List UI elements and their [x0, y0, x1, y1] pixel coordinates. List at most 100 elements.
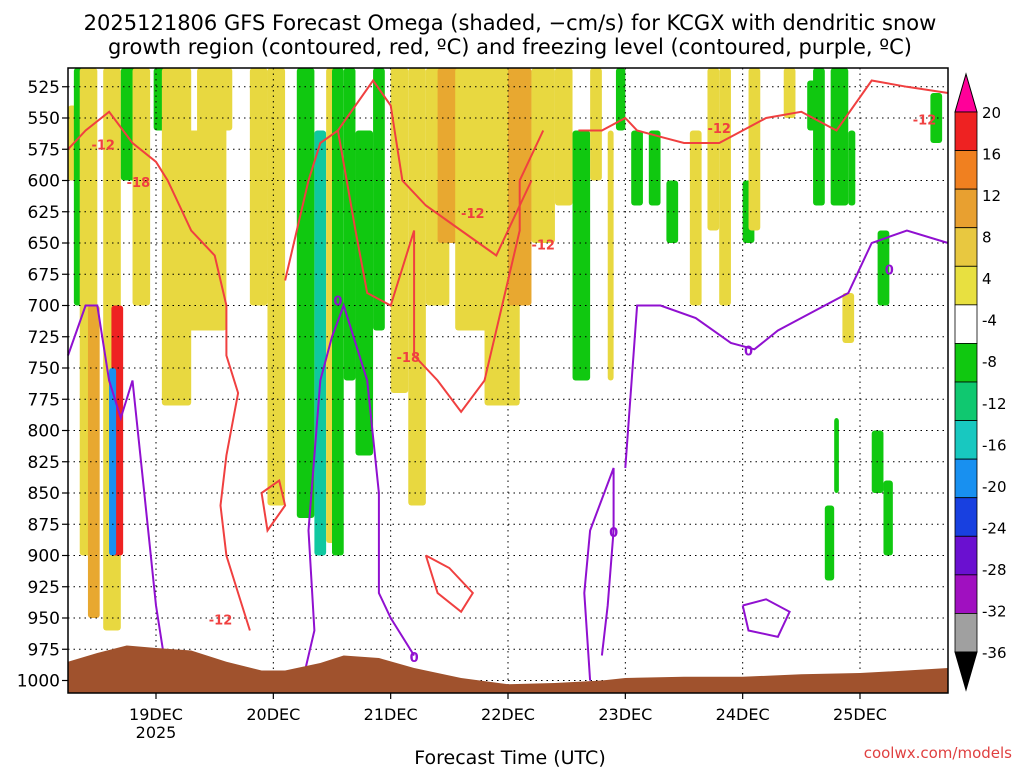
- colorbar-label: 8: [982, 229, 992, 247]
- y-tick-label: 900: [28, 547, 60, 567]
- contour-layer: -12 -18 -12 -18 -12 -12 -12 -12 0 0 0 0 0: [67, 78, 949, 681]
- colorbar-extend-bottom: [954, 651, 978, 692]
- y-tick-label: 650: [28, 234, 60, 254]
- omega-cell: [848, 130, 856, 206]
- colorbar-bin: [954, 150, 978, 190]
- isotherm-purple: [624, 229, 949, 469]
- omega-cell: [531, 68, 555, 243]
- omega-cell: [824, 505, 835, 581]
- colorbar-label: -28: [982, 561, 1007, 579]
- isotherm-red: [578, 79, 949, 144]
- colorbar-bin: [954, 111, 978, 151]
- colorbar-label: -32: [982, 602, 1007, 620]
- x-tick-label: 22DEC: [481, 705, 535, 724]
- contour-label-purple: 0: [609, 526, 618, 541]
- contour-label-purple: 0: [744, 345, 753, 360]
- colorbar-bin: [954, 188, 978, 229]
- contour-label-purple: 0: [885, 263, 894, 278]
- omega-cell: [707, 68, 720, 231]
- contour-label-red: -18: [127, 176, 151, 191]
- isotherm-purple: [67, 304, 169, 681]
- credit-text: coolwx.com/models: [864, 744, 1012, 762]
- omega-cell: [834, 418, 839, 493]
- chart-title-line2: growth region (contoured, red, ºC) and f…: [108, 35, 912, 59]
- y-tick-label: 525: [28, 78, 60, 98]
- omega-cell: [748, 68, 761, 231]
- omega-cell: [343, 68, 356, 381]
- y-tick-label: 575: [28, 140, 60, 160]
- colorbar-bin: [954, 343, 978, 383]
- colorbar-bin: [954, 535, 978, 576]
- y-tick-label: 550: [28, 109, 60, 129]
- colorbar-label: -8: [982, 353, 997, 371]
- omega-cell: [883, 480, 893, 556]
- omega-cell: [249, 68, 268, 306]
- y-tick-label: 775: [28, 390, 60, 410]
- omega-cell: [590, 68, 602, 181]
- y-tick-label: 625: [28, 203, 60, 223]
- colorbar-extend-top: [954, 72, 978, 113]
- omega-cell: [197, 68, 227, 331]
- colorbar-label: 20: [982, 104, 1001, 122]
- x-tick-label: 19DEC: [129, 705, 183, 724]
- terrain-surface: [68, 645, 948, 693]
- colorbar-label: 16: [982, 146, 1001, 164]
- omega-cell: [666, 180, 679, 243]
- y-tick-label: 825: [28, 453, 60, 473]
- omega-cell: [719, 68, 731, 306]
- colorbar-bin: [954, 381, 978, 421]
- isotherm-red: [284, 128, 545, 414]
- contour-label-red: -12: [531, 238, 555, 253]
- y-tick-label: 700: [28, 297, 60, 317]
- grid-lines: [68, 68, 948, 693]
- omega-cell: [615, 68, 626, 131]
- colorbar-label: -16: [982, 436, 1007, 454]
- isotherm-purple: [741, 598, 791, 638]
- omega-cell: [930, 93, 943, 143]
- y-tick-label: 850: [28, 484, 60, 504]
- colorbar-bin: [954, 497, 978, 537]
- colorbar-bin: [954, 227, 978, 267]
- y-tick-label: 975: [28, 640, 60, 660]
- omega-cell: [332, 68, 344, 556]
- y-tick-label: 725: [28, 328, 60, 348]
- x-year-label: 2025: [136, 723, 177, 742]
- omega-cell: [314, 130, 327, 556]
- contour-label-red: -12: [707, 122, 731, 137]
- y-tick-label: 875: [28, 515, 60, 535]
- omega-cell: [296, 68, 315, 518]
- colorbar-bin: [954, 420, 978, 460]
- omega-cell: [267, 68, 286, 506]
- x-tick-label: 20DEC: [246, 705, 300, 724]
- isotherm-red: [260, 478, 287, 534]
- omega-cell: [132, 68, 151, 306]
- isotherm-purple: [301, 302, 415, 681]
- omega-cell: [689, 130, 702, 306]
- omega-cell: [607, 130, 614, 381]
- y-tick-label: 750: [28, 359, 60, 379]
- y-axis: 525 550 575 600 625 650 675 700 725 750 775 800 825 8…: [17, 78, 68, 692]
- contour-label-red: -12: [913, 113, 937, 128]
- x-tick-label: 24DEC: [716, 705, 770, 724]
- contour-label-red: -12: [91, 138, 115, 153]
- x-axis-label: Forecast Time (UTC): [414, 747, 605, 768]
- omega-cell: [830, 68, 849, 206]
- omega-cell: [572, 130, 591, 381]
- x-tick-label: 23DEC: [598, 705, 652, 724]
- colorbar-bin: [954, 574, 978, 614]
- omega-cell: [554, 68, 573, 206]
- isotherm-red: [337, 78, 533, 258]
- contour-label-red: -18: [397, 351, 421, 366]
- y-tick-label: 600: [28, 172, 60, 192]
- colorbar-label: -20: [982, 478, 1007, 496]
- omega-cell: [842, 293, 855, 343]
- x-tick-label: 21DEC: [364, 705, 418, 724]
- omega-cell: [373, 68, 385, 331]
- colorbar-label: 12: [982, 187, 1001, 205]
- omega-cell: [408, 68, 426, 506]
- colorbar-bin: [954, 458, 978, 499]
- y-tick-label: 675: [28, 265, 60, 285]
- omega-cell: [877, 230, 890, 306]
- colorbar: 20 16 12 8 4 -4 -8 -12 -16 -20 -24 -28 -32 -36: [954, 72, 1007, 692]
